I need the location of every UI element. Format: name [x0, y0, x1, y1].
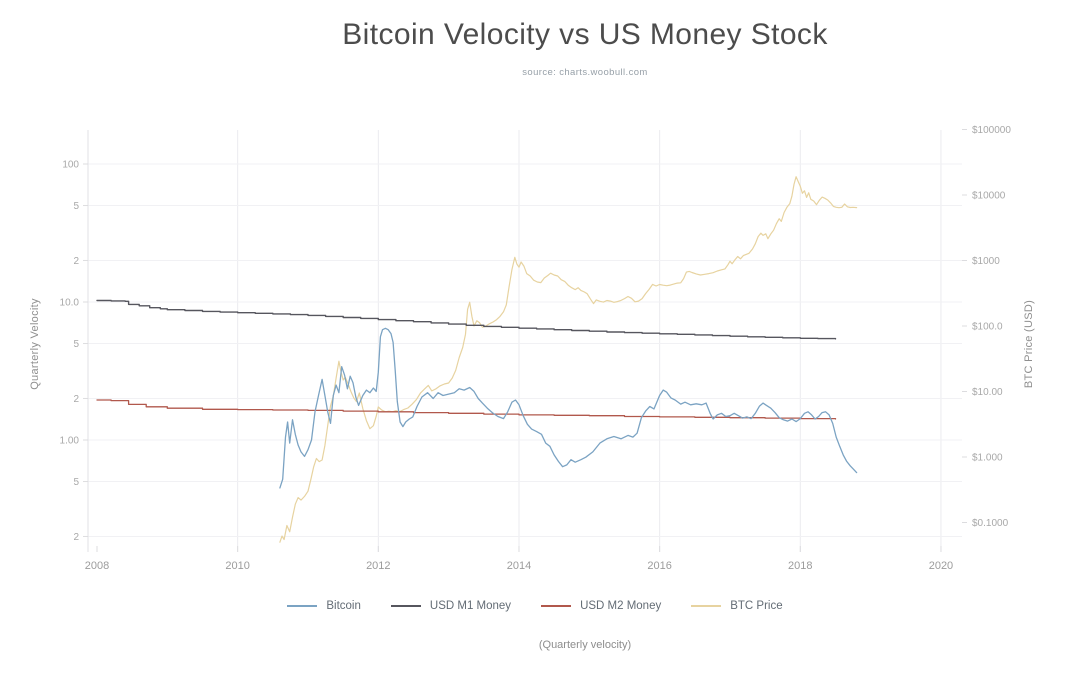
- right-axis-tick-label: $10000: [972, 191, 1006, 202]
- right-axis-title: BTC Price (USD): [1023, 300, 1035, 388]
- series-line-bitcoin: [279, 327, 858, 489]
- right-axis-tick-label: $1000: [972, 256, 1000, 267]
- x-axis-tick-label: 2014: [507, 560, 531, 572]
- chart-footnote: (Quarterly velocity): [538, 639, 632, 651]
- vertical-gridlines: [237, 130, 942, 552]
- left-axis-tick-label: 5: [73, 339, 79, 350]
- left-axis-tick-label: 2: [73, 256, 79, 267]
- x-axis-tick-label: 2012: [366, 560, 390, 572]
- right-axis-tick-label: $0.1000: [972, 518, 1009, 529]
- legend-label: USD M1 Money: [429, 600, 512, 612]
- legend-item-usd-m1-money[interactable]: USD M1 Money: [390, 600, 512, 612]
- right-axis-tick-label: $100000: [972, 125, 1011, 136]
- legend-swatch-btc-price: [691, 605, 722, 607]
- left-axis-tick-label: 10.0: [60, 298, 80, 309]
- x-axis-tick-label: 2010: [225, 560, 249, 572]
- right-axis-ticks: $100000 $10000 $1000 $100.0 $10.00 $1.000 $0.1…: [962, 125, 1011, 529]
- x-axis-ticks: 2008 2010 2012 2014 2016 2018 2020: [85, 546, 953, 572]
- chart-title: Bitcoin Velocity vs US Money Stock: [342, 18, 828, 51]
- left-axis-tick-label: 1.00: [60, 436, 80, 447]
- series-line-usd-m1-money: [96, 299, 837, 340]
- left-axis-tick-label: 100: [62, 160, 79, 171]
- legend-item-bitcoin[interactable]: Bitcoin: [287, 600, 361, 612]
- legend-swatch-usd-m2-money: [541, 605, 572, 607]
- series-line-btc-price: [279, 176, 858, 543]
- left-axis-title: Quarterly Velocity: [29, 298, 41, 390]
- x-axis-tick-label: 2020: [929, 560, 953, 572]
- x-axis-tick-label: 2016: [647, 560, 671, 572]
- legend-swatch-bitcoin: [287, 605, 318, 607]
- legend-item-btc-price[interactable]: BTC Price: [691, 600, 783, 612]
- left-axis-tick-label: 2: [73, 394, 79, 405]
- left-axis-tick-label: 2: [73, 532, 79, 543]
- right-axis-tick-label: $10.00: [972, 387, 1003, 398]
- right-axis-tick-label: $1.000: [972, 453, 1003, 464]
- right-axis-tick-label: $100.0: [972, 322, 1003, 333]
- legend-item-usd-m2-money[interactable]: USD M2 Money: [541, 600, 661, 612]
- left-axis-tick-label: 5: [73, 201, 79, 212]
- x-axis-tick-label: 2008: [85, 560, 109, 572]
- x-axis-tick-label: 2018: [788, 560, 812, 572]
- legend-label: Bitcoin: [326, 600, 361, 612]
- chart-source-text: source: charts.woobull.com: [522, 67, 648, 78]
- legend-label: USD M2 Money: [580, 600, 662, 612]
- left-axis-tick-label: 5: [73, 477, 79, 488]
- series-line-usd-m2-money: [96, 399, 837, 420]
- legend-label: BTC Price: [730, 600, 783, 612]
- legend: Bitcoin USD M1 Money USD M2 Money BTC Price: [10, 600, 1060, 612]
- horizontal-gridlines: [88, 163, 962, 537]
- left-axis-ticks: 100 5 2 10.0 5 2 1.00 5 2: [60, 160, 88, 543]
- legend-swatch-usd-m1-money: [390, 605, 421, 607]
